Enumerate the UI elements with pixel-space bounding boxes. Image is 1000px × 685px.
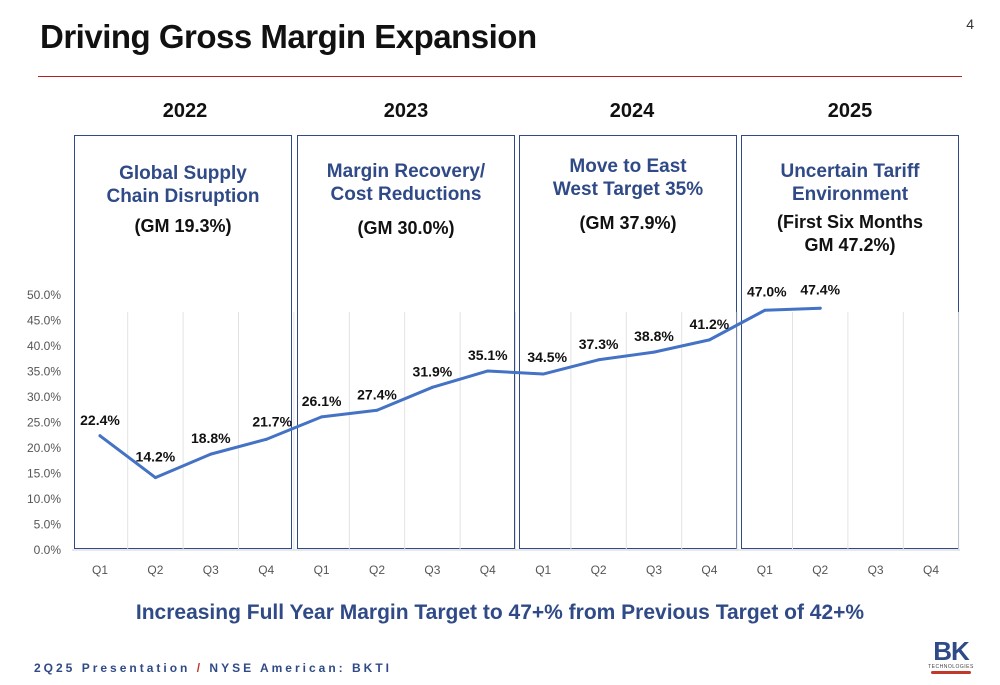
footer-caption: 2Q25 Presentation / NYSE American: BKTI bbox=[34, 661, 392, 675]
margin-series-line bbox=[98, 306, 822, 480]
y-tick-label: 40.0% bbox=[27, 339, 61, 353]
period-panel-2024: Move to East West Target 35% (GM 37.9%) bbox=[519, 135, 737, 549]
margin-target-headline: Increasing Full Year Margin Target to 47… bbox=[135, 601, 865, 624]
data-label: 31.9% bbox=[413, 363, 453, 379]
period-heading: Uncertain Tariff Environment bbox=[780, 161, 920, 205]
data-point bbox=[818, 306, 822, 310]
data-label: 18.8% bbox=[191, 430, 231, 446]
period-detail: (GM 30.0%) bbox=[357, 218, 455, 238]
x-tick-label: Q1 bbox=[92, 563, 108, 577]
period-panel-2025: Uncertain Tariff Environment (First Six … bbox=[741, 135, 959, 549]
period-detail: (GM 37.9%) bbox=[579, 213, 677, 233]
y-tick-label: 50.0% bbox=[27, 288, 61, 302]
data-point bbox=[98, 434, 102, 438]
period-panel-2023: Margin Recovery/ Cost Reductions (GM 30.… bbox=[297, 135, 515, 549]
x-tick-label: Q3 bbox=[424, 563, 440, 577]
page-number: 4 bbox=[966, 16, 974, 32]
company-logo: BK TECHNOLOGIES bbox=[928, 638, 974, 674]
data-label: 41.2% bbox=[690, 316, 730, 332]
y-tick-label: 5.0% bbox=[34, 518, 62, 532]
data-label: 34.5% bbox=[527, 349, 567, 365]
gross-margin-line-chart: 0.0% 5.0% 10.0% 15.0% 20.0% 25.0% 30.0% 35.0% 40… bbox=[27, 281, 960, 577]
logo-swoosh-icon bbox=[931, 671, 971, 674]
exchange-label: NYSE American: BKTI bbox=[209, 661, 392, 675]
data-point bbox=[430, 385, 434, 389]
data-point bbox=[375, 408, 379, 412]
y-tick-label: 45.0% bbox=[27, 314, 61, 328]
logo-subtext: TECHNOLOGIES bbox=[928, 664, 974, 670]
data-label: 27.4% bbox=[357, 386, 397, 402]
data-label: 37.3% bbox=[579, 336, 619, 352]
year-label-2022: 2022 bbox=[162, 100, 208, 122]
period-heading: Global Supply Chain Disruption bbox=[106, 163, 260, 207]
x-tick-label: Q1 bbox=[535, 563, 551, 577]
data-point bbox=[264, 437, 268, 441]
x-tick-label: Q1 bbox=[757, 563, 773, 577]
data-label: 22.4% bbox=[80, 412, 120, 428]
data-label: 47.0% bbox=[747, 283, 787, 299]
period-detail: (GM 19.3%) bbox=[134, 216, 232, 236]
x-tick-label: Q4 bbox=[923, 563, 939, 577]
x-tick-label: Q2 bbox=[147, 563, 163, 577]
x-tick-label: Q4 bbox=[701, 563, 717, 577]
data-label: 26.1% bbox=[302, 393, 342, 409]
y-tick-label: 10.0% bbox=[27, 492, 61, 506]
data-point bbox=[209, 452, 213, 456]
year-label-2025: 2025 bbox=[827, 100, 873, 122]
y-tick-label: 35.0% bbox=[27, 365, 61, 379]
y-tick-label: 30.0% bbox=[27, 390, 61, 404]
period-detail: (First Six Months GM 47.2%) bbox=[776, 212, 923, 255]
title-divider bbox=[38, 76, 962, 77]
data-label: 21.7% bbox=[252, 413, 292, 429]
y-tick-label: 15.0% bbox=[27, 467, 61, 481]
footer-separator: / bbox=[196, 661, 204, 675]
year-label-2024: 2024 bbox=[609, 100, 655, 122]
x-tick-label: Q3 bbox=[203, 563, 219, 577]
data-point bbox=[763, 308, 767, 312]
data-point bbox=[486, 369, 490, 373]
data-label: 38.8% bbox=[634, 328, 674, 344]
data-label: 47.4% bbox=[800, 281, 840, 297]
x-tick-label: Q2 bbox=[591, 563, 607, 577]
data-label: 14.2% bbox=[136, 449, 176, 465]
data-point bbox=[652, 350, 656, 354]
data-point bbox=[153, 476, 157, 480]
x-tick-label: Q4 bbox=[480, 563, 496, 577]
data-point bbox=[707, 338, 711, 342]
x-tick-label: Q3 bbox=[868, 563, 884, 577]
data-point bbox=[320, 415, 324, 419]
data-label: 35.1% bbox=[468, 347, 508, 363]
y-tick-label: 20.0% bbox=[27, 441, 61, 455]
data-point bbox=[541, 372, 545, 376]
x-tick-label: Q4 bbox=[258, 563, 274, 577]
x-tick-label: Q3 bbox=[646, 563, 662, 577]
logo-mark: BK bbox=[933, 636, 970, 666]
x-tick-label: Q2 bbox=[812, 563, 828, 577]
y-tick-label: 25.0% bbox=[27, 416, 61, 430]
y-tick-label: 0.0% bbox=[34, 543, 62, 557]
presentation-label: 2Q25 Presentation bbox=[34, 661, 191, 675]
x-tick-label: Q1 bbox=[314, 563, 330, 577]
x-tick-label: Q2 bbox=[369, 563, 385, 577]
year-label-2023: 2023 bbox=[383, 100, 429, 122]
period-heading: Margin Recovery/ Cost Reductions bbox=[326, 161, 486, 205]
page-title: Driving Gross Margin Expansion bbox=[40, 18, 537, 55]
period-heading: Move to East West Target 35% bbox=[552, 156, 704, 200]
data-point bbox=[597, 358, 601, 362]
